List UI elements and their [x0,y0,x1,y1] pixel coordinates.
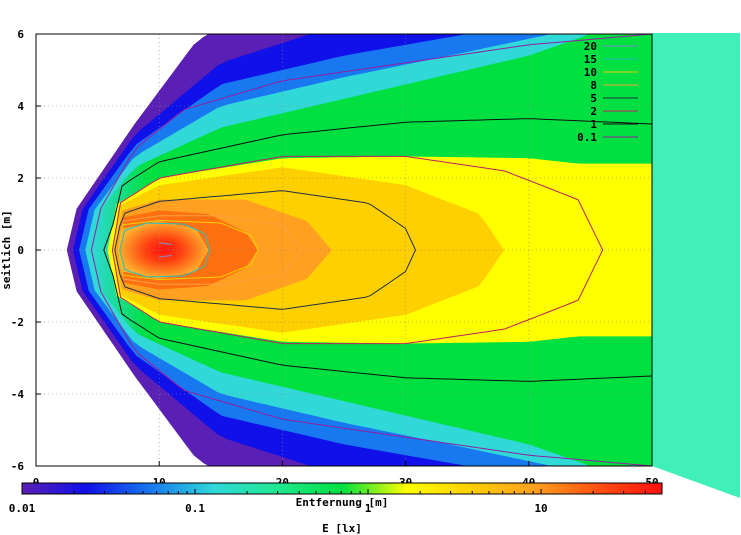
legend-label-1: 1 [590,118,597,131]
colorbar-tick-label: 0.01 [9,502,36,515]
y-tick-label: 2 [17,172,24,185]
legend-label-10: 10 [584,66,597,79]
heat-band-9 [118,221,209,279]
contour-0-1-lower [90,249,652,466]
contour-lines [90,34,652,466]
contour-8 [116,215,302,285]
contour-1-upper [103,118,652,251]
legend-label-0-1: 0.1 [577,131,597,144]
contour-2 [111,155,604,345]
colorbar-gradient [21,482,663,495]
contour-5 [114,190,417,310]
grid-lines [36,34,652,466]
overflow-field [652,33,740,498]
legend-label-8: 8 [590,79,597,92]
colorbar-tick-label: 1 [365,502,372,515]
y-tick-label: -6 [11,460,25,473]
x-axis-label: Entfernung [m] [296,496,389,509]
y-tick-label: 0 [17,244,24,257]
contour-20-upper [159,242,172,246]
contour-15 [119,222,211,278]
legend-label-5: 5 [590,92,597,105]
y-tick-label: 6 [17,28,24,41]
heatmap-overflow [652,33,740,498]
legend-label-15: 15 [584,53,597,66]
y-tick-label: -2 [11,316,24,329]
colorbar-label: E [lx] [322,522,362,535]
colorbar-ticks: 0.01 0.1 1 10 [9,489,663,515]
colorbar-tick-label: 0.1 [185,502,205,515]
colorbar-tick-label: 10 [534,502,547,515]
contour-10 [117,219,259,281]
legend-label-20: 20 [584,40,597,53]
legend-label-2: 2 [590,105,597,118]
heat-band-tail [578,223,652,277]
y-tick-label: 4 [17,100,24,113]
y-tick-label: -4 [11,388,25,401]
colorbar: 0.01 0.1 1 10 [9,482,663,515]
y-axis-label: seitlich [m] [0,210,13,289]
contour-1-lower [103,249,652,382]
contour-20-lower [159,254,172,258]
contour-0-1-upper [90,34,652,251]
